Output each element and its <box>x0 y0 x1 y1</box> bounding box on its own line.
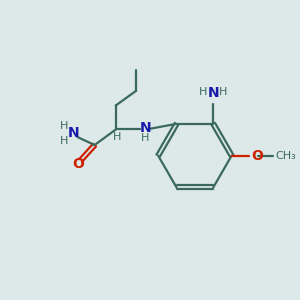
Text: N: N <box>140 121 151 135</box>
Text: N: N <box>68 126 79 140</box>
Text: CH₃: CH₃ <box>275 151 296 161</box>
Text: H: H <box>141 133 149 143</box>
Text: H: H <box>199 87 208 97</box>
Text: H: H <box>60 136 69 146</box>
Text: O: O <box>72 157 84 171</box>
Text: H: H <box>219 87 227 97</box>
Text: N: N <box>207 86 219 100</box>
Text: H: H <box>60 121 69 131</box>
Text: H: H <box>113 132 122 142</box>
Text: O: O <box>251 149 263 163</box>
